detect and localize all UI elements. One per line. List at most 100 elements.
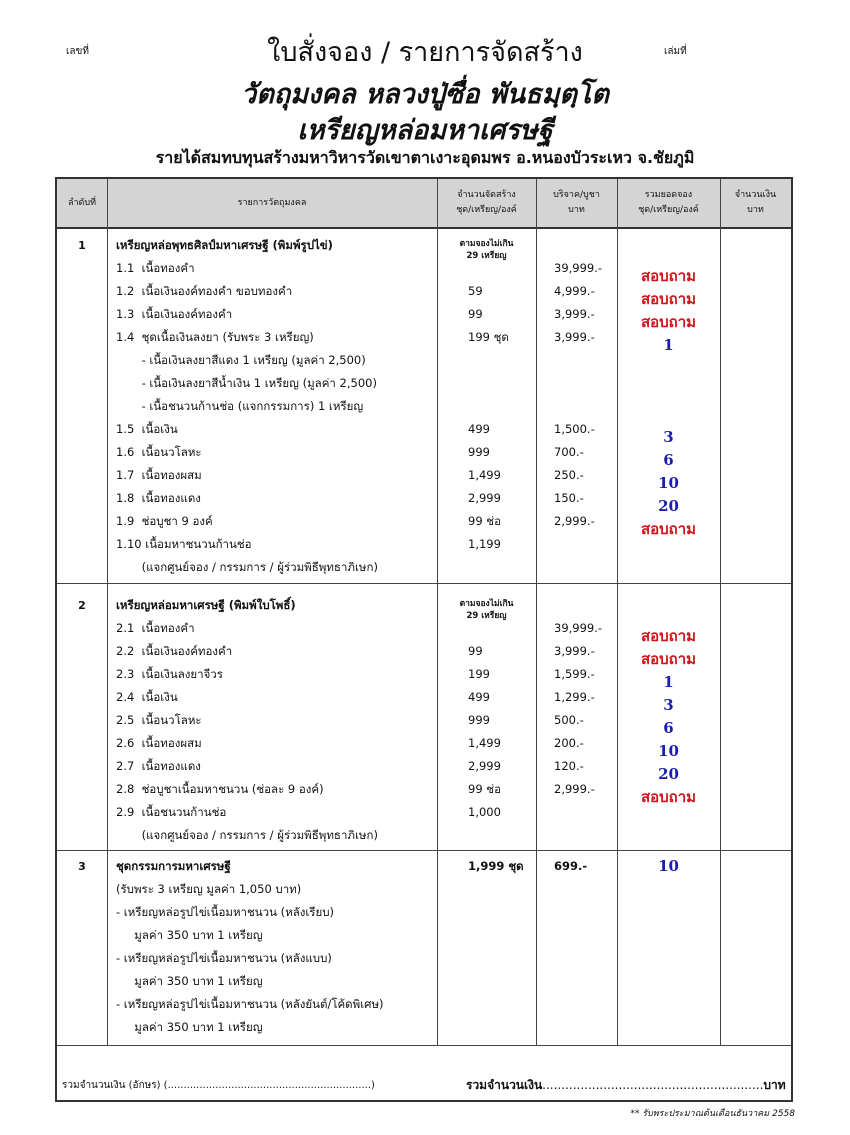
- row-divider: [57, 1045, 791, 1046]
- amount-input[interactable]: [721, 755, 790, 778]
- item-description: 1.5 เนื้อเงิน: [116, 422, 178, 436]
- item-description: (แจกศูนย์จอง / กรรมการ / ผู้ร่วมพิธีพุทธ…: [116, 560, 378, 574]
- item-description: เหรียญหล่อมหาเศรษฐี (พิมพ์ใบโพธิ์): [116, 598, 296, 612]
- item-quantity: 199: [468, 667, 490, 681]
- amount-input[interactable]: [721, 257, 790, 280]
- item-price: 500.-: [554, 713, 584, 727]
- amount-input[interactable]: [721, 303, 790, 326]
- amount-input[interactable]: [721, 924, 790, 947]
- amount-input[interactable]: [721, 617, 790, 640]
- item-price: 3,999.-: [554, 307, 595, 321]
- amount-input[interactable]: [721, 418, 790, 441]
- item-description: 2.9 เนื้อชนวนก้านช่อ: [116, 805, 227, 819]
- item-description: 2.2 เนื้อเงินองค์ทองคำ: [116, 644, 233, 658]
- header-line: ลำดับที่: [67, 197, 97, 208]
- total-amount-label: รวมจำนวนเงิน: [466, 1078, 543, 1092]
- amount-input[interactable]: [721, 441, 790, 464]
- item-description: - เนื้อเงินลงยาสีแดง 1 เหรียญ (มูลค่า 2,…: [116, 353, 366, 367]
- amount-input[interactable]: [721, 993, 790, 1016]
- total-amount-field[interactable]: รวมจำนวนเงิน............................…: [466, 1076, 786, 1095]
- column-divider: [536, 179, 537, 1045]
- item-price: 1,299.-: [554, 690, 595, 704]
- amount-input[interactable]: [721, 234, 790, 257]
- quota-note: ตามจองไม่เกิน: [459, 599, 514, 609]
- row-divider: [57, 850, 791, 851]
- item-reserved-total: สอบถาม: [640, 650, 697, 668]
- item-quantity: 1,999 ชุด: [468, 859, 524, 873]
- item-quantity: 1,199: [468, 537, 501, 551]
- amount-input[interactable]: [721, 1016, 790, 1039]
- amount-input[interactable]: [721, 709, 790, 732]
- total-words-field[interactable]: รวมจำนวนเงิน (อักษร) (..................…: [62, 1078, 375, 1093]
- number-label: เลขที่: [66, 46, 89, 57]
- amount-input[interactable]: [721, 464, 790, 487]
- item-description: 1.2 เนื้อเงินองค์ทองคำ ขอบทองคำ: [116, 284, 293, 298]
- item-quantity: 1,499: [468, 468, 501, 482]
- total-words-label: รวมจำนวนเงิน (อักษร) (: [62, 1080, 168, 1091]
- item-price: 2,999.-: [554, 514, 595, 528]
- item-price: 3,999.-: [554, 644, 595, 658]
- amount-input[interactable]: [721, 801, 790, 824]
- amount-input[interactable]: [721, 487, 790, 510]
- amount-input[interactable]: [721, 778, 790, 801]
- item-description: มูลค่า 350 บาท 1 เหรียญ: [116, 1020, 263, 1034]
- item-reserved-total: สอบถาม: [640, 290, 697, 308]
- item-description: 2.1 เนื้อทองคำ: [116, 621, 195, 635]
- item-description: - เหรียญหล่อรูปไข่เนื้อมหาชนวน (หลังเรีย…: [116, 905, 335, 919]
- item-reserved-total: สอบถาม: [640, 313, 697, 331]
- item-description: 1.3 เนื้อเงินองค์ทองคำ: [116, 307, 233, 321]
- amount-input[interactable]: [721, 510, 790, 533]
- header-amount: จำนวนเงินบาท: [720, 179, 791, 227]
- item-reserved-total: 6: [663, 719, 674, 737]
- item-quantity: 999: [468, 713, 490, 727]
- item-description: 1.10 เนื้อมหาชนวนก้านช่อ: [116, 537, 252, 551]
- item-reserved-total: 3: [663, 696, 674, 714]
- header-line: บาท: [747, 205, 764, 215]
- quota-note: 29 เหรียญ: [466, 251, 507, 261]
- row-divider: [57, 583, 791, 584]
- item-description: มูลค่า 350 บาท 1 เหรียญ: [116, 928, 263, 942]
- item-price: 4,999.-: [554, 284, 595, 298]
- item-reserved-total: 20: [658, 765, 679, 783]
- amount-input[interactable]: [721, 280, 790, 303]
- header-line: ชุด/เหรียญ/องค์: [638, 205, 699, 215]
- page-title: ใบสั่งจอง / รายการจัดสร้าง: [267, 37, 583, 68]
- item-price: 150.-: [554, 491, 584, 505]
- item-reserved-total: สอบถาม: [640, 627, 697, 645]
- item-reserved-total: 10: [658, 742, 679, 760]
- header-line: บาท: [568, 205, 585, 215]
- amount-input[interactable]: [721, 533, 790, 556]
- amount-input[interactable]: [721, 878, 790, 901]
- amount-input[interactable]: [721, 594, 790, 617]
- total-words-blank[interactable]: ........................................…: [167, 1080, 375, 1091]
- item-description: 1.9 ช่อบูชา 9 องค์: [116, 514, 213, 528]
- amount-input[interactable]: [721, 640, 790, 663]
- order-table: [55, 177, 793, 1102]
- amount-input[interactable]: [721, 947, 790, 970]
- item-quantity: 99: [468, 644, 483, 658]
- header-line: จำนวนเงิน: [734, 190, 777, 200]
- item-description: 2.4 เนื้อเงิน: [116, 690, 178, 704]
- amount-input[interactable]: [721, 970, 790, 993]
- item-quantity: 999: [468, 445, 490, 459]
- amount-input[interactable]: [721, 556, 790, 579]
- amount-input[interactable]: [721, 732, 790, 755]
- subtitle-coin: เหรียญหล่อมหาเศรษฐี: [297, 115, 553, 146]
- amount-input[interactable]: [721, 349, 790, 372]
- amount-input[interactable]: [721, 326, 790, 349]
- total-amount-blank[interactable]: ........................................…: [542, 1078, 764, 1092]
- item-reserved-total: สอบถาม: [640, 267, 697, 285]
- amount-input[interactable]: [721, 686, 790, 709]
- item-description: - เนื้อเงินลงยาสีน้ำเงิน 1 เหรียญ (มูลค่…: [116, 376, 377, 390]
- amount-input[interactable]: [721, 855, 790, 878]
- amount-input[interactable]: [721, 824, 790, 847]
- amount-input[interactable]: [721, 372, 790, 395]
- header-no: ลำดับที่: [57, 179, 107, 227]
- item-description: (แจกศูนย์จอง / กรรมการ / ผู้ร่วมพิธีพุทธ…: [116, 828, 378, 842]
- item-description: 2.5 เนื้อนวโลหะ: [116, 713, 202, 727]
- item-quantity: 499: [468, 690, 490, 704]
- amount-input[interactable]: [721, 901, 790, 924]
- amount-input[interactable]: [721, 663, 790, 686]
- amount-input[interactable]: [721, 395, 790, 418]
- header-line: ชุด/เหรียญ/องค์: [456, 205, 517, 215]
